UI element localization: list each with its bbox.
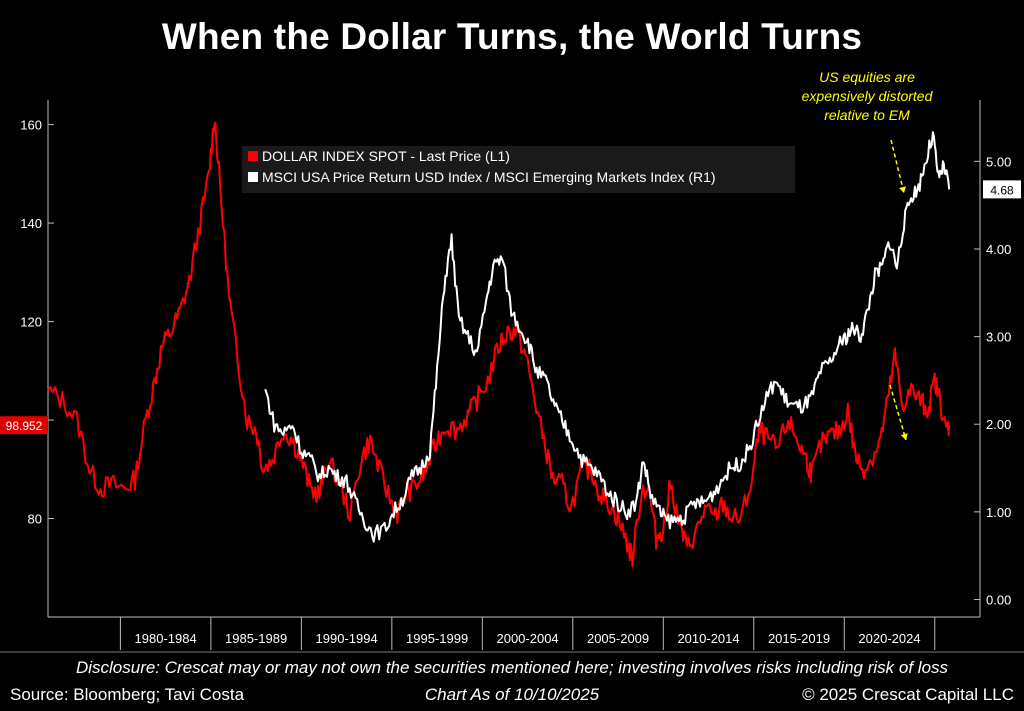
x-axis-tick-label: 2010-2014	[677, 631, 739, 646]
right-axis-tick-label: 3.00	[986, 330, 1011, 345]
labels-layer: 80 120 140 160 0.00 1.00 2.00 3.00 4.00 5.00 1980-…	[0, 118, 1021, 646]
axes-layer	[0, 100, 1024, 653]
legend-box	[242, 146, 795, 193]
left-axis-tick-label: 160	[20, 118, 42, 133]
left-last-value-badge	[0, 416, 48, 435]
left-axis-tick-label: 120	[20, 315, 42, 330]
dollar-index-line	[47, 121, 951, 568]
right-axis-tick-label: 1.00	[986, 505, 1011, 520]
legend-swatch	[248, 151, 258, 161]
annotation-layer: US equities are expensively distorted rela…	[802, 69, 934, 441]
x-axis-tick-label: 1985-1989	[225, 631, 287, 646]
series-layer	[47, 121, 951, 568]
right-last-value-label: 4.68	[990, 183, 1014, 197]
legend-entry: DOLLAR INDEX SPOT - Last Price (L1)	[262, 148, 510, 164]
copyright-text: © 2025 Crescat Capital LLC	[802, 685, 1014, 704]
x-axis-tick-label: 2015-2019	[768, 631, 830, 646]
right-axis-tick-label: 2.00	[986, 417, 1011, 432]
x-axis-tick-label: 1995-1999	[406, 631, 468, 646]
left-axis-tick-label: 80	[28, 512, 42, 527]
annotation-text: relative to EM	[824, 107, 910, 123]
chart-title: When the Dollar Turns, the World Turns	[161, 16, 863, 57]
disclosure-text: Disclosure: Crescat may or may not own t…	[75, 658, 949, 677]
as-of-text: Chart As of 10/10/2025	[424, 685, 600, 704]
right-axis-tick-label: 5.00	[986, 154, 1011, 169]
source-text: Source: Bloomberg; Tavi Costa	[10, 685, 245, 704]
right-axis-tick-label: 4.00	[986, 242, 1011, 257]
legend-entry: MSCI USA Price Return USD Index / MSCI E…	[262, 169, 716, 185]
left-axis-tick-label: 140	[20, 216, 42, 231]
usa-em-ratio-line	[264, 131, 951, 543]
x-axis-tick-label: 2005-2009	[587, 631, 649, 646]
annotation-text: US equities are	[819, 69, 915, 85]
legend-swatch	[248, 172, 258, 182]
x-axis-tick-label: 1990-1994	[316, 631, 378, 646]
x-axis-tick-label: 2000-2004	[496, 631, 558, 646]
right-last-value-badge	[983, 180, 1021, 199]
legend: DOLLAR INDEX SPOT - Last Price (L1) MSCI …	[242, 146, 795, 193]
annotation-arrow-lower-head	[900, 433, 908, 440]
right-axis-tick-label: 0.00	[986, 592, 1011, 607]
left-last-value-label: 98.952	[6, 419, 43, 433]
annotation-arrow-lower	[889, 384, 907, 441]
annotation-arrow-upper	[890, 139, 905, 194]
x-axis-tick-label: 1980-1984	[135, 631, 197, 646]
annotation-arrow-upper-head	[899, 186, 907, 193]
annotation-text: expensively distorted	[802, 88, 934, 104]
x-axis-tick-label: 2020-2024	[858, 631, 920, 646]
